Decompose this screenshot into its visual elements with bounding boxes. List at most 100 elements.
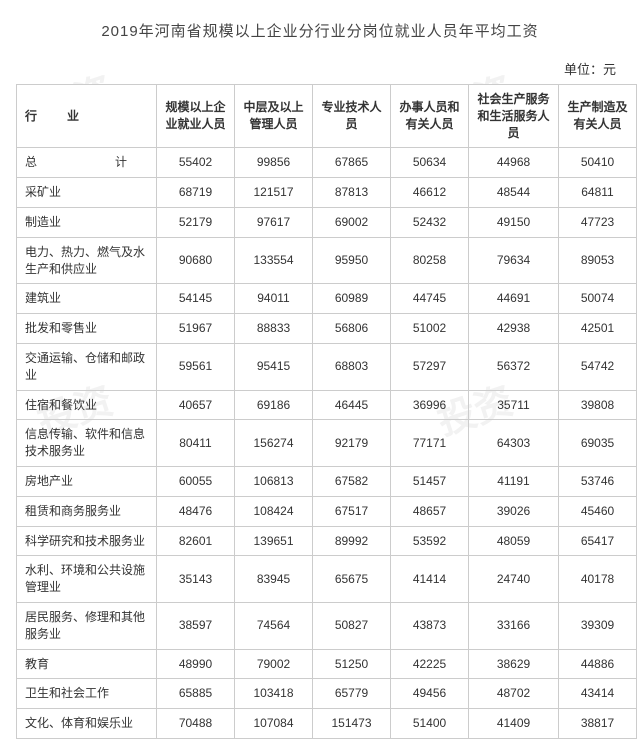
cell-value: 42225 [391, 649, 469, 679]
table-row: 文化、体育和娱乐业7048810708415147351400414093881… [17, 709, 637, 739]
cell-value: 38629 [469, 649, 559, 679]
cell-value: 51250 [313, 649, 391, 679]
table-row: 居民服务、修理和其他服务业385977456450827438733316639… [17, 602, 637, 649]
cell-value: 94011 [235, 284, 313, 314]
cell-value: 139651 [235, 526, 313, 556]
cell-value: 87813 [313, 178, 391, 208]
cell-value: 95950 [313, 237, 391, 284]
cell-value: 48544 [469, 178, 559, 208]
cell-value: 89053 [559, 237, 637, 284]
cell-value: 89992 [313, 526, 391, 556]
cell-value: 67582 [313, 466, 391, 496]
table-row: 制造业521799761769002524324915047723 [17, 207, 637, 237]
cell-value: 68803 [313, 343, 391, 390]
cell-value: 83945 [235, 556, 313, 603]
table-row: 科学研究和技术服务业826011396518999253592480596541… [17, 526, 637, 556]
cell-value: 48990 [157, 649, 235, 679]
cell-value: 103418 [235, 679, 313, 709]
table-row: 采矿业6871912151787813466124854464811 [17, 178, 637, 208]
cell-value: 67517 [313, 496, 391, 526]
cell-value: 52179 [157, 207, 235, 237]
cell-value: 121517 [235, 178, 313, 208]
col-header-scale: 规模以上企业就业人员 [157, 85, 235, 148]
cell-value: 46612 [391, 178, 469, 208]
cell-value: 51967 [157, 314, 235, 344]
table-row: 租赁和商务服务业4847610842467517486573902645460 [17, 496, 637, 526]
cell-value: 59561 [157, 343, 235, 390]
row-label: 租赁和商务服务业 [17, 496, 157, 526]
cell-value: 67865 [313, 148, 391, 178]
cell-value: 41409 [469, 709, 559, 739]
col-header-clerical: 办事人员和有关人员 [391, 85, 469, 148]
row-label: 房地产业 [17, 466, 157, 496]
cell-value: 107084 [235, 709, 313, 739]
cell-value: 35711 [469, 390, 559, 420]
cell-value: 82601 [157, 526, 235, 556]
cell-value: 35143 [157, 556, 235, 603]
cell-value: 41191 [469, 466, 559, 496]
cell-value: 99856 [235, 148, 313, 178]
cell-value: 88833 [235, 314, 313, 344]
cell-value: 50634 [391, 148, 469, 178]
cell-value: 36996 [391, 390, 469, 420]
cell-value: 47723 [559, 207, 637, 237]
cell-value: 52432 [391, 207, 469, 237]
table-row: 建筑业541459401160989447454469150074 [17, 284, 637, 314]
cell-value: 156274 [235, 420, 313, 467]
cell-value: 43414 [559, 679, 637, 709]
row-label: 住宿和餐饮业 [17, 390, 157, 420]
row-label: 电力、热力、燃气及水生产和供应业 [17, 237, 157, 284]
cell-value: 43873 [391, 602, 469, 649]
cell-value: 55402 [157, 148, 235, 178]
table-row: 信息传输、软件和信息技术服务业8041115627492179771716430… [17, 420, 637, 467]
cell-value: 50827 [313, 602, 391, 649]
col-header-industry: 行 业 [17, 85, 157, 148]
cell-value: 39026 [469, 496, 559, 526]
table-row: 电力、热力、燃气及水生产和供应业906801335549595080258796… [17, 237, 637, 284]
cell-value: 80411 [157, 420, 235, 467]
row-label: 制造业 [17, 207, 157, 237]
col-header-mid-mgmt: 中层及以上管理人员 [235, 85, 313, 148]
col-header-service: 社会生产服务和生活服务人员 [469, 85, 559, 148]
cell-value: 48059 [469, 526, 559, 556]
row-label: 交通运输、仓储和邮政业 [17, 343, 157, 390]
row-label: 教育 [17, 649, 157, 679]
cell-value: 42501 [559, 314, 637, 344]
cell-value: 44886 [559, 649, 637, 679]
cell-value: 38597 [157, 602, 235, 649]
cell-value: 64303 [469, 420, 559, 467]
cell-value: 79002 [235, 649, 313, 679]
cell-value: 69035 [559, 420, 637, 467]
cell-value: 40178 [559, 556, 637, 603]
row-label: 批发和零售业 [17, 314, 157, 344]
cell-value: 151473 [313, 709, 391, 739]
cell-value: 51400 [391, 709, 469, 739]
cell-value: 39309 [559, 602, 637, 649]
table-row: 交通运输、仓储和邮政业59561954156880357297563725474… [17, 343, 637, 390]
row-label: 文化、体育和娱乐业 [17, 709, 157, 739]
col-header-production: 生产制造及有关人员 [559, 85, 637, 148]
cell-value: 54145 [157, 284, 235, 314]
cell-value: 60055 [157, 466, 235, 496]
cell-value: 106813 [235, 466, 313, 496]
table-body: 总 计554029985667865506344496850410采矿业6871… [17, 148, 637, 739]
row-label: 总 计 [17, 148, 157, 178]
cell-value: 45460 [559, 496, 637, 526]
col-header-tech: 专业技术人员 [313, 85, 391, 148]
table-header-row: 行 业 规模以上企业就业人员 中层及以上管理人员 专业技术人员 办事人员和有关人… [17, 85, 637, 148]
cell-value: 57297 [391, 343, 469, 390]
cell-value: 40657 [157, 390, 235, 420]
cell-value: 54742 [559, 343, 637, 390]
cell-value: 92179 [313, 420, 391, 467]
cell-value: 53592 [391, 526, 469, 556]
page-container: 投资 投资 投资 投资 2019年河南省规模以上企业分行业分岗位就业人员年平均工… [16, 20, 624, 739]
table-row: 房地产业6005510681367582514574119153746 [17, 466, 637, 496]
cell-value: 79634 [469, 237, 559, 284]
cell-value: 50410 [559, 148, 637, 178]
cell-value: 41414 [391, 556, 469, 603]
cell-value: 48702 [469, 679, 559, 709]
cell-value: 24740 [469, 556, 559, 603]
cell-value: 44745 [391, 284, 469, 314]
row-label: 采矿业 [17, 178, 157, 208]
table-row: 总 计554029985667865506344496850410 [17, 148, 637, 178]
